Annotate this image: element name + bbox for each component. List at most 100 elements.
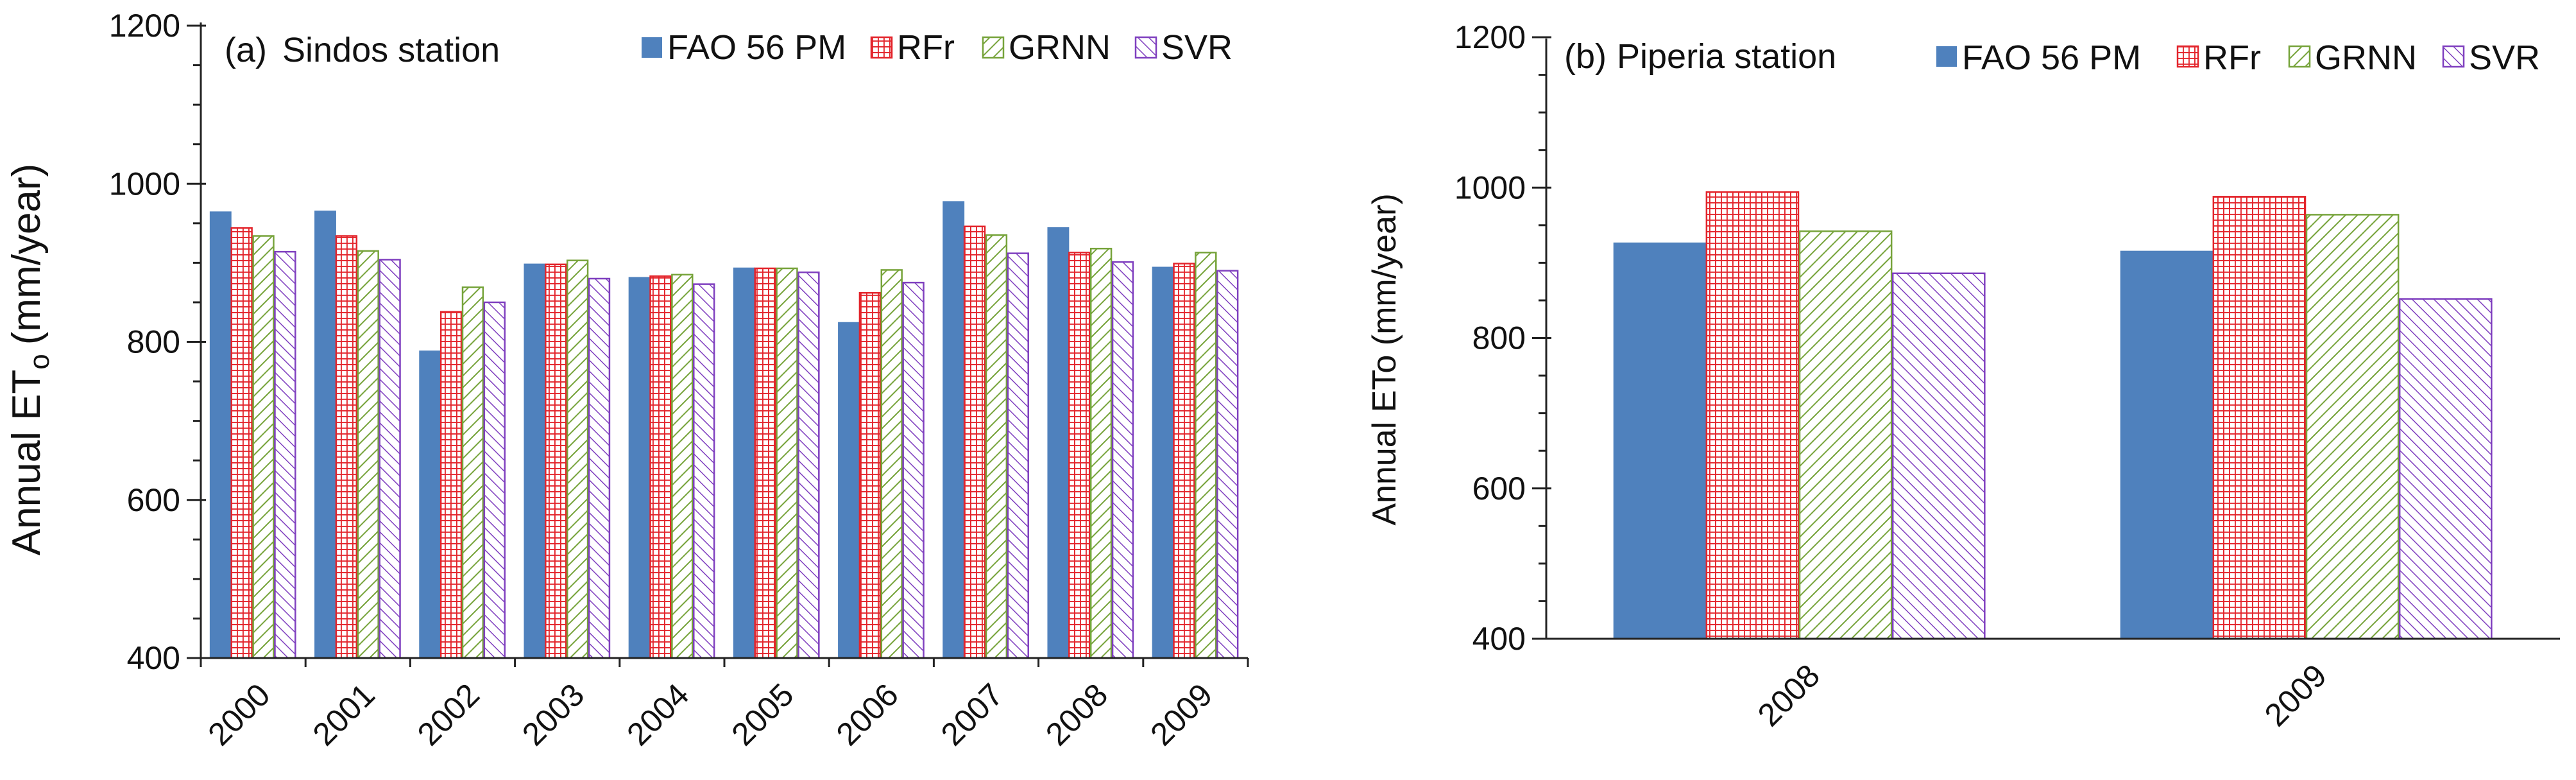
panel-b-piperia: 400 600 800 1000 1200 2008 2009 Annual ETo (m… — [1366, 19, 2560, 733]
legend-b-svr-swatch — [2442, 45, 2465, 68]
a-bar-rfr-2003 — [545, 263, 567, 659]
legend-b-grnn-swatch — [2288, 45, 2311, 68]
legend-a-fao-label: FAO 56 PM — [667, 28, 846, 67]
panel-a-title: (a) Sindos station — [225, 31, 500, 69]
legend-a-rfr-swatch — [870, 36, 893, 59]
a-bar-rfr-2009 — [1173, 263, 1195, 659]
a-x-tick-label-2006: 2006 — [830, 677, 905, 752]
legend-a-rfr-label: RFr — [897, 28, 955, 67]
panel-b-title: (b) Piperia station — [1564, 37, 1836, 76]
a-bar-fao-2000 — [209, 211, 232, 658]
b-y-tick-label: 1000 — [1454, 169, 1526, 205]
b-bar-rfr-2008 — [1705, 191, 1800, 640]
panel-b-y-ticks: 400 600 800 1000 1200 — [1454, 19, 1551, 657]
panel-a-legend: FAO 56 PM RFr GRNN SVR — [642, 28, 1233, 67]
b-y-tick-label: 800 — [1472, 320, 1526, 356]
a-bar-rfr-2004 — [649, 275, 672, 659]
a-bar-fao-2009 — [1152, 266, 1174, 658]
b-y-tick-label: 400 — [1472, 621, 1526, 657]
a-bar-svr-2007 — [1007, 252, 1029, 659]
a-bar-rfr-2002 — [439, 311, 463, 659]
legend-a-svr-swatch — [1134, 36, 1157, 59]
a-bar-rfr-2006 — [858, 291, 882, 659]
b-bar-fao-2008 — [1613, 242, 1707, 639]
a-bar-svr-2004 — [693, 283, 715, 659]
a-x-tick-label-2003: 2003 — [515, 677, 591, 752]
legend-a-grnn-label: GRNN — [1009, 28, 1111, 67]
legend-b-svr-label: SVR — [2469, 39, 2540, 77]
panel-a-y-ticks: 400 600 800 1000 1200 — [109, 8, 206, 676]
b-y-tick-label: 600 — [1472, 471, 1526, 507]
panel-a-label: (a) — [225, 31, 267, 69]
b-bar-grnn-2009 — [2305, 214, 2400, 640]
b-bar-svr-2009 — [2398, 298, 2493, 640]
panel-a-station-name: Sindos station — [282, 31, 500, 69]
a-bar-grnn-2008 — [1089, 247, 1113, 659]
b-bar-fao-2009 — [2120, 250, 2213, 639]
a-bar-rfr-2001 — [335, 235, 358, 659]
legend-a-grnn-swatch — [982, 36, 1005, 59]
b-x-tick-label-2008: 2008 — [1751, 657, 1827, 733]
a-y-tick-label: 400 — [127, 640, 180, 676]
a-bar-svr-2008 — [1111, 261, 1134, 659]
legend-a-fao-swatch — [642, 37, 662, 58]
legend-b-fao-label: FAO 56 PM — [1962, 39, 2141, 77]
a-bar-grnn-2001 — [357, 250, 379, 659]
panel-a-x-ticks: 2000 2001 2002 2003 2004 2005 2006 2007 2008 2009 — [200, 658, 1249, 752]
panel-a-bars — [209, 201, 1239, 659]
a-x-tick-label-2005: 2005 — [724, 677, 800, 752]
b-bar-grnn-2008 — [1798, 230, 1893, 640]
a-bar-grnn-2006 — [880, 269, 903, 659]
a-y-tick-label: 800 — [127, 324, 180, 360]
legend-a-svr-label: SVR — [1161, 28, 1233, 67]
a-bar-svr-2001 — [379, 259, 401, 659]
legend-b-fao-swatch — [1936, 46, 1957, 67]
a-x-tick-label-2000: 2000 — [201, 677, 277, 752]
a-x-tick-label-2009: 2009 — [1143, 677, 1219, 752]
panel-b-legend: FAO 56 PM RFr GRNN SVR — [1936, 39, 2540, 77]
b-x-tick-label-2009: 2009 — [2258, 657, 2333, 733]
b-bar-rfr-2009 — [2212, 196, 2307, 640]
a-bar-rfr-2000 — [230, 227, 253, 659]
panel-b-y-axis-label: Annual ETo (mm/year) — [1366, 193, 1403, 525]
a-bar-svr-2000 — [274, 250, 296, 659]
b-y-tick-label: 1200 — [1454, 19, 1526, 55]
a-bar-grnn-2004 — [671, 273, 694, 659]
legend-b-rfr-label: RFr — [2203, 39, 2261, 77]
panel-b-label: (b) — [1564, 37, 1607, 76]
a-x-tick-label-2002: 2002 — [411, 677, 486, 752]
a-bar-svr-2009 — [1216, 270, 1239, 659]
a-bar-svr-2006 — [902, 281, 925, 659]
panel-b-station-name: Piperia station — [1617, 37, 1836, 76]
a-bar-svr-2002 — [483, 301, 506, 659]
legend-b-rfr-swatch — [2176, 45, 2199, 68]
a-x-tick-label-2001: 2001 — [306, 677, 382, 752]
b-bar-svr-2008 — [1891, 272, 1986, 640]
a-bar-grnn-2005 — [776, 267, 798, 659]
panel-a-y-axis-label: Annual ETo(mm/year) — [4, 164, 55, 555]
a-bar-rfr-2007 — [963, 225, 986, 659]
a-bar-rfr-2005 — [754, 267, 776, 659]
a-bar-fao-2005 — [733, 267, 755, 658]
a-bar-fao-2002 — [419, 351, 441, 658]
a-bar-fao-2003 — [524, 263, 546, 658]
a-bar-fao-2001 — [314, 211, 336, 658]
panel-b-x-ticks: 2008 2009 — [1751, 657, 2333, 733]
a-bar-grnn-2003 — [566, 259, 589, 659]
panel-b-bars — [1613, 191, 2493, 640]
a-bar-grnn-2000 — [252, 235, 275, 659]
legend-b-grnn-label: GRNN — [2315, 39, 2417, 77]
a-bar-grnn-2007 — [985, 234, 1008, 659]
a-bar-fao-2006 — [838, 322, 860, 658]
a-y-tick-label: 1000 — [109, 166, 180, 202]
a-x-tick-label-2004: 2004 — [620, 677, 695, 752]
a-x-tick-label-2008: 2008 — [1039, 677, 1114, 752]
a-y-tick-label: 1200 — [109, 8, 180, 44]
a-x-tick-label-2007: 2007 — [934, 677, 1010, 752]
a-bar-fao-2004 — [628, 277, 651, 659]
a-bar-grnn-2009 — [1195, 252, 1217, 659]
a-bar-grnn-2002 — [461, 286, 484, 659]
a-bar-svr-2003 — [588, 277, 611, 659]
